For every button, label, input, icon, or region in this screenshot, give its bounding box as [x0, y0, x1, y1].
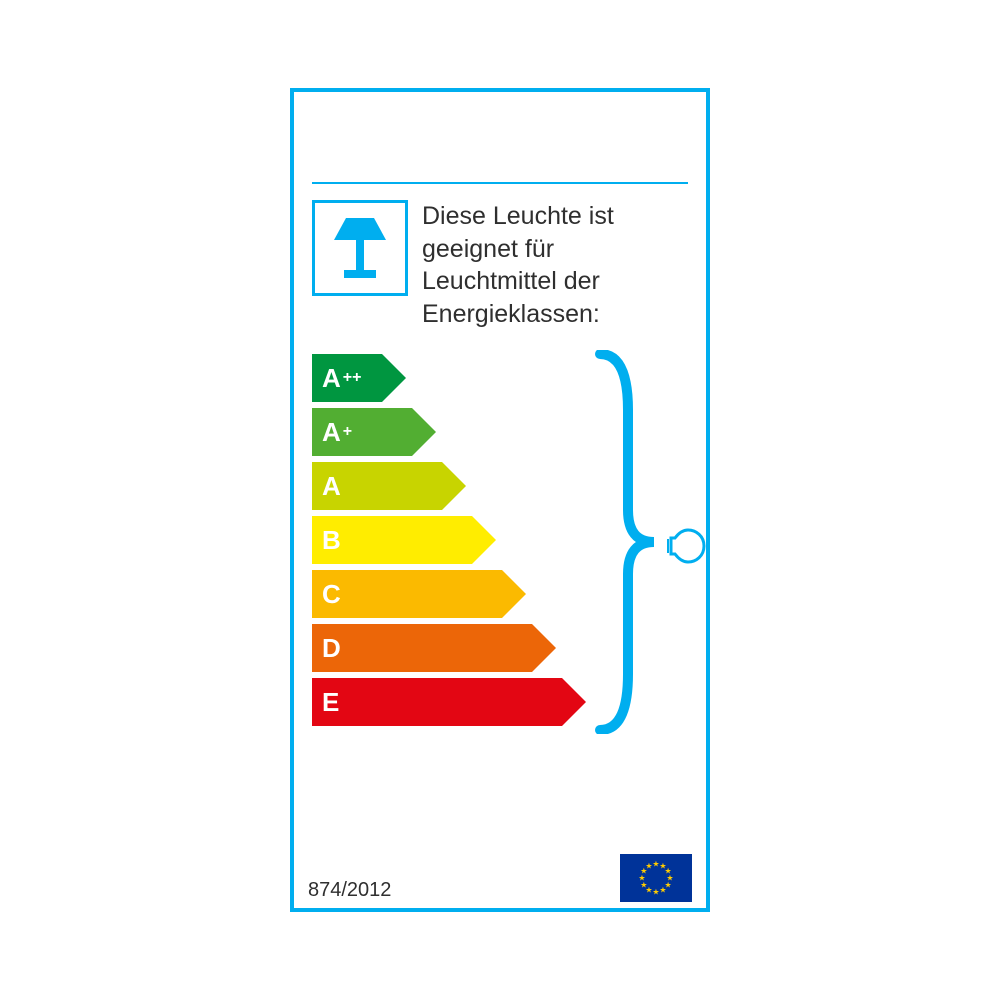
- regulation-text: 874/2012: [308, 879, 391, 902]
- energy-arrow: A+: [312, 408, 586, 456]
- energy-arrow: D: [312, 624, 586, 672]
- eu-stars: ★★★★★★★★★★★★: [638, 860, 674, 896]
- energy-arrow: C: [312, 570, 586, 618]
- energy-arrow-label: C: [312, 570, 502, 618]
- energy-arrow-tip: [382, 354, 406, 402]
- energy-arrow-label: E: [312, 678, 562, 726]
- energy-label: Diese Leuchte ist geeignet für Leuchtmit…: [290, 88, 710, 912]
- lamp-icon: [324, 212, 396, 284]
- energy-arrow: A++: [312, 354, 586, 402]
- energy-arrow-tip: [502, 570, 526, 618]
- energy-arrow-tip: [412, 408, 436, 456]
- eu-star: ★: [652, 888, 659, 897]
- energy-arrow-label: D: [312, 624, 532, 672]
- energy-arrow-tip: [532, 624, 556, 672]
- eu-star: ★: [659, 886, 666, 895]
- bulb-icon: [664, 524, 708, 568]
- energy-arrow-tip: [562, 678, 586, 726]
- footer: 874/2012 ★★★★★★★★★★★★: [308, 854, 692, 902]
- lamp-icon-box: [312, 200, 408, 296]
- header-row: Diese Leuchte ist geeignet für Leuchtmit…: [312, 200, 688, 330]
- header-text: Diese Leuchte ist geeignet für Leuchtmit…: [422, 200, 688, 330]
- bracket-icon: [594, 350, 658, 734]
- eu-flag: ★★★★★★★★★★★★: [620, 854, 692, 902]
- energy-arrow-label: A: [312, 462, 442, 510]
- energy-arrow-label: A++: [312, 354, 382, 402]
- header-divider: [312, 182, 688, 184]
- eu-star: ★: [645, 861, 652, 870]
- energy-arrow: A: [312, 462, 586, 510]
- energy-arrow-tip: [442, 462, 466, 510]
- energy-arrow: B: [312, 516, 586, 564]
- energy-arrow: E: [312, 678, 586, 726]
- energy-arrow-label: A+: [312, 408, 412, 456]
- energy-arrows: A++ A+ ABCDE: [312, 354, 586, 732]
- energy-arrow-label: B: [312, 516, 472, 564]
- energy-arrow-tip: [472, 516, 496, 564]
